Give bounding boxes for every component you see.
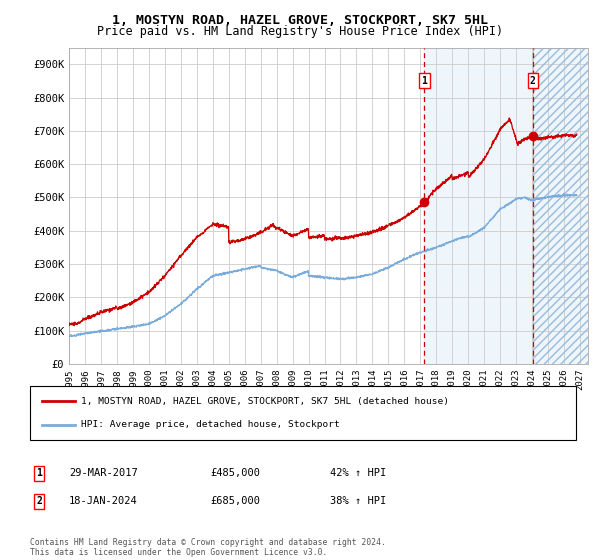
Text: Price paid vs. HM Land Registry's House Price Index (HPI): Price paid vs. HM Land Registry's House …: [97, 25, 503, 38]
Text: 18-JAN-2024: 18-JAN-2024: [69, 496, 138, 506]
Text: 42% ↑ HPI: 42% ↑ HPI: [330, 468, 386, 478]
Text: 2: 2: [530, 76, 536, 86]
Text: 2: 2: [36, 496, 42, 506]
Text: 1, MOSTYN ROAD, HAZEL GROVE, STOCKPORT, SK7 5HL (detached house): 1, MOSTYN ROAD, HAZEL GROVE, STOCKPORT, …: [81, 397, 449, 406]
Text: 1, MOSTYN ROAD, HAZEL GROVE, STOCKPORT, SK7 5HL: 1, MOSTYN ROAD, HAZEL GROVE, STOCKPORT, …: [112, 14, 488, 27]
Text: £485,000: £485,000: [210, 468, 260, 478]
Text: 29-MAR-2017: 29-MAR-2017: [69, 468, 138, 478]
Text: 1: 1: [421, 76, 427, 86]
Bar: [533, 48, 588, 364]
Text: 1: 1: [36, 468, 42, 478]
Text: HPI: Average price, detached house, Stockport: HPI: Average price, detached house, Stoc…: [81, 420, 340, 429]
Bar: [533, 48, 588, 364]
Bar: [424, 48, 533, 364]
Text: 38% ↑ HPI: 38% ↑ HPI: [330, 496, 386, 506]
Text: £685,000: £685,000: [210, 496, 260, 506]
Text: Contains HM Land Registry data © Crown copyright and database right 2024.
This d: Contains HM Land Registry data © Crown c…: [30, 538, 386, 557]
Bar: [533, 48, 588, 364]
